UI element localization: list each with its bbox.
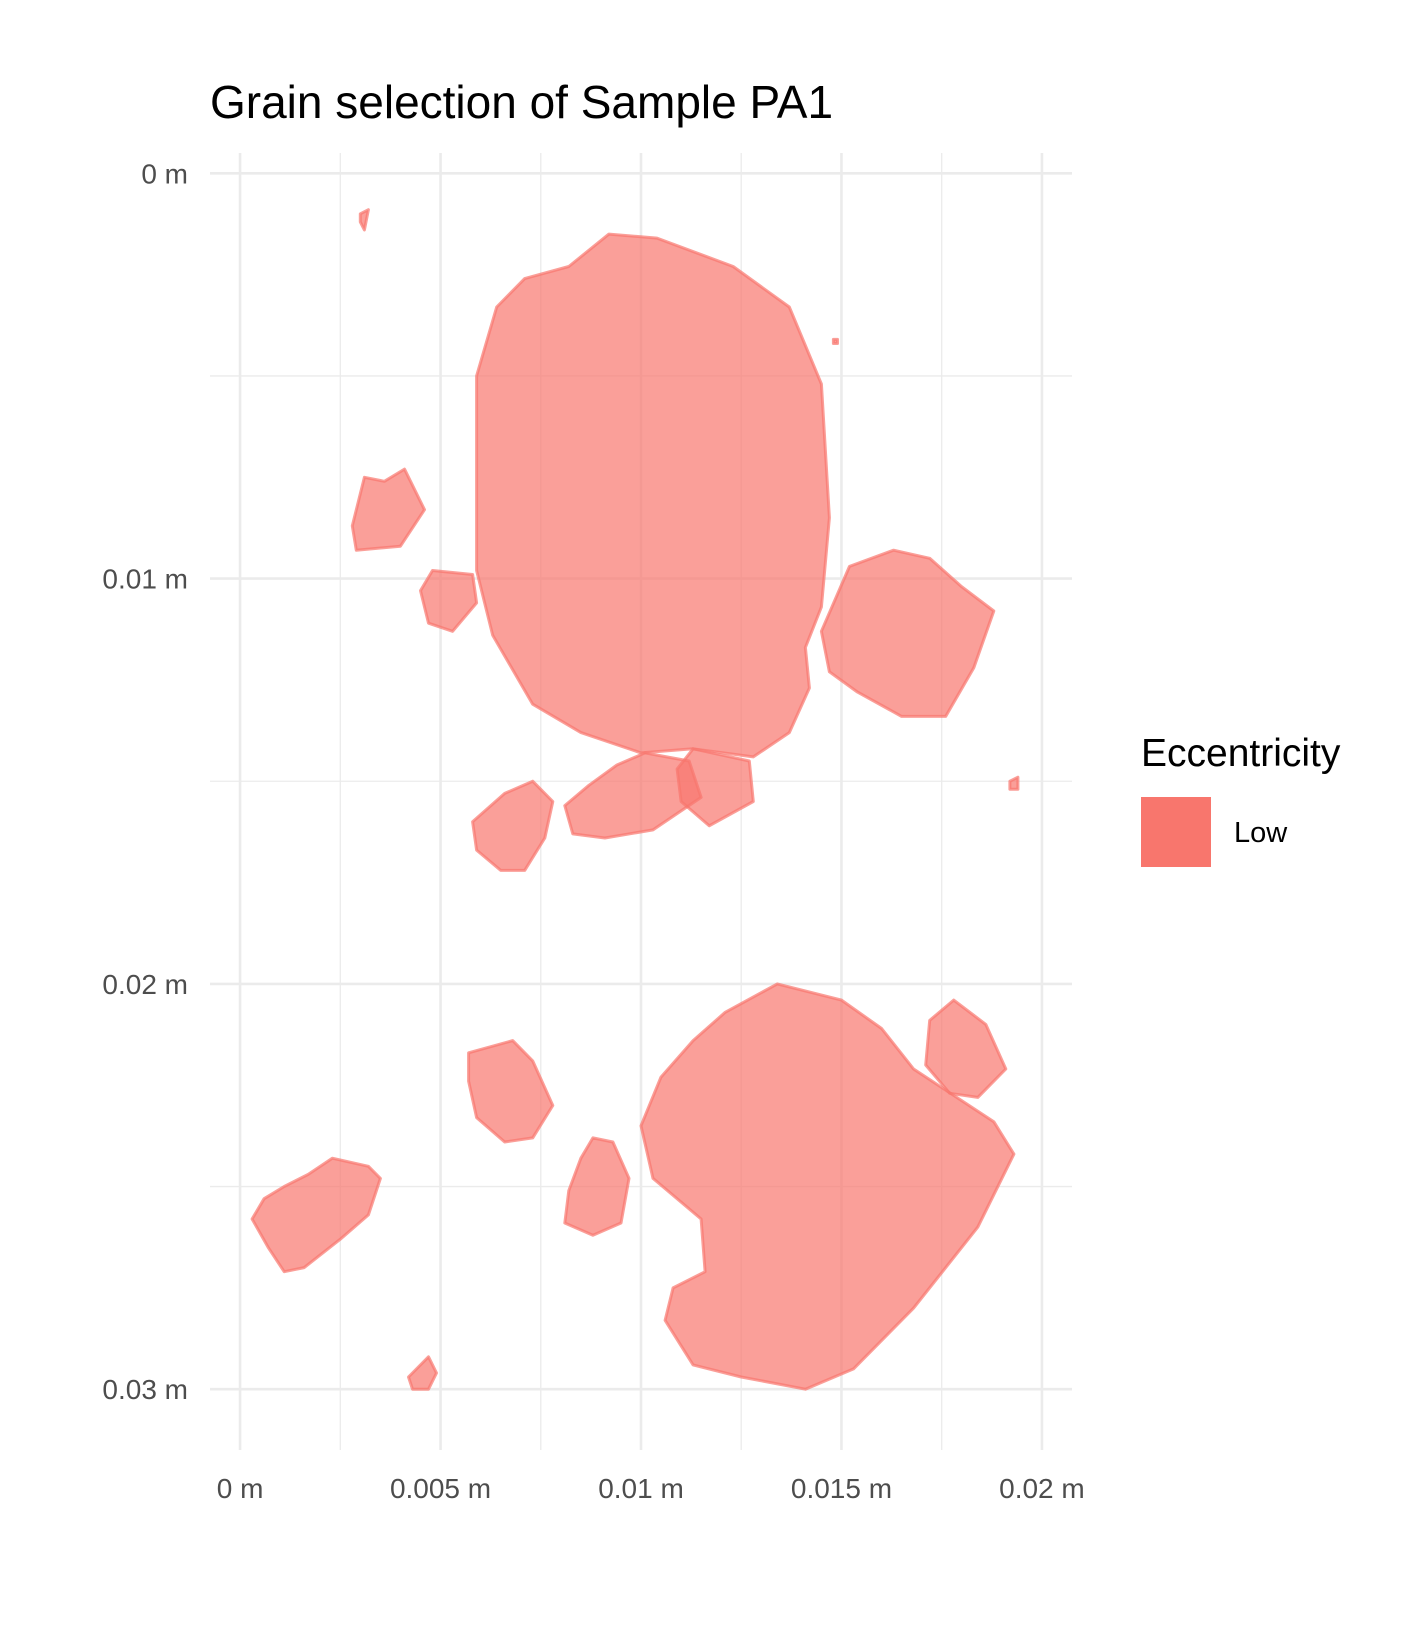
legend-title: Eccentricity [1141, 732, 1341, 775]
grain-polygon-1 [360, 210, 368, 230]
legend-label: Low [1234, 817, 1288, 849]
x-tick-label: 0.01 m [598, 1473, 684, 1504]
y-tick-label: 0 m [141, 158, 188, 189]
grain-polygon-14 [252, 1158, 380, 1272]
legend: Eccentricity Low [1141, 732, 1341, 867]
grain-polygon-7 [565, 753, 701, 838]
x-tick-label: 0.02 m [999, 1473, 1085, 1504]
legend-entries: Low [1141, 797, 1288, 867]
y-tick-label: 0.02 m [102, 969, 188, 1000]
grain-polygon-2 [477, 234, 830, 757]
grain-polygon-16 [833, 339, 837, 343]
x-tick-label: 0.005 m [390, 1473, 491, 1504]
legend-swatch [1141, 797, 1211, 867]
grain-polygon-5 [821, 550, 993, 716]
chart-title: Grain selection of Sample PA1 [210, 76, 833, 128]
y-tick-label: 0.01 m [102, 564, 188, 595]
grain-polygon-3 [352, 469, 424, 550]
grain-layer [252, 210, 1018, 1390]
x-tick-label: 0 m [217, 1473, 264, 1504]
y-tick-label: 0.03 m [102, 1374, 188, 1405]
grain-polygon-15 [409, 1357, 437, 1389]
grain-polygon-13 [565, 1138, 629, 1235]
grain-polygon-11 [926, 1000, 1006, 1097]
grain-polygon-9 [1010, 777, 1018, 789]
grain-polygon-4 [421, 571, 477, 632]
x-tick-label: 0.015 m [791, 1473, 892, 1504]
